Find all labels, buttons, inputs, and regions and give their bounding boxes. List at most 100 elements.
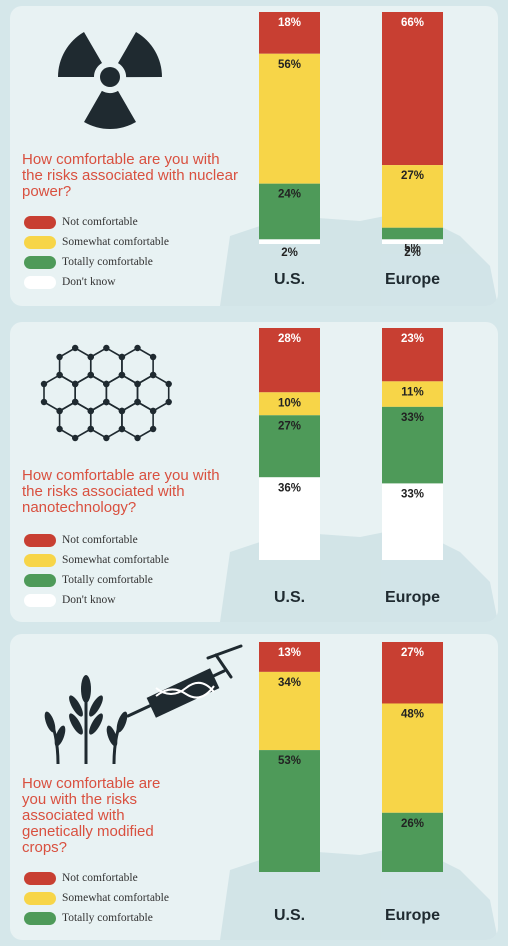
bar-segment: [382, 406, 443, 484]
bar-segment: [382, 703, 443, 813]
bar-segment: [259, 477, 320, 560]
bar-segment: [382, 812, 443, 872]
data-label: 66%: [401, 17, 424, 29]
legend-swatch: [24, 593, 56, 607]
legend-label: Don't know: [62, 594, 116, 606]
data-label: 26%: [401, 818, 424, 830]
data-label: 48%: [401, 708, 424, 720]
bar-segment: [259, 12, 320, 54]
legend-item: Somewhat comfortable: [24, 550, 169, 570]
legend-swatch: [24, 235, 56, 249]
lattice-node: [87, 353, 94, 361]
lattice-node: [165, 380, 172, 388]
question-text: How comfortable are you with the risks a…: [22, 151, 238, 200]
legend-label: Not comfortable: [62, 216, 138, 228]
legend-item: Totally comfortable: [24, 252, 169, 272]
bar-segment: [259, 642, 320, 672]
question-text: How comfortable are you with the risks a…: [22, 467, 220, 516]
legend-label: Somewhat comfortable: [62, 554, 169, 566]
data-label: 33%: [401, 488, 424, 500]
legend-item: Not comfortable: [24, 212, 169, 232]
lattice-node: [56, 371, 63, 379]
data-label: 33%: [401, 412, 424, 424]
bar-segment: [259, 328, 320, 393]
stacked-bar-chart: 13% 34% 53% U.S. 27% 48% 26% Europe: [259, 642, 443, 924]
data-label: 2%: [281, 247, 298, 259]
bar-segment: [259, 53, 320, 184]
data-label: 2%: [404, 247, 421, 259]
question-text: How comfortable are you with the risks a…: [22, 775, 161, 856]
lattice-node: [134, 344, 141, 352]
lattice-node: [87, 407, 94, 415]
legend-item: Somewhat comfortable: [24, 888, 169, 908]
legend-swatch: [24, 533, 56, 547]
lattice-node: [40, 398, 48, 406]
data-label: 23%: [401, 333, 424, 345]
panel-nanotech: How comfortable are you with the risks a…: [10, 322, 498, 622]
legend-swatch: [24, 275, 56, 289]
category-label: U.S.: [274, 907, 305, 924]
bar-segment: [259, 750, 320, 872]
lattice-node: [149, 407, 157, 415]
legend-swatch: [24, 891, 56, 905]
bar-segment: [382, 239, 443, 244]
data-label: 5%: [404, 242, 421, 254]
legend-label: Totally comfortable: [62, 256, 153, 268]
data-label: 36%: [278, 482, 301, 494]
lattice-node: [71, 398, 79, 406]
legend-swatch: [24, 911, 56, 925]
lattice-node: [71, 344, 79, 352]
data-label: 11%: [401, 386, 423, 398]
legend-item: Don't know: [24, 272, 169, 292]
category-label: U.S.: [274, 589, 305, 606]
legend-label: Somewhat comfortable: [62, 892, 169, 904]
legend-swatch: [24, 573, 56, 587]
lattice-node: [118, 425, 126, 433]
stacked-bar-chart: 18%56%24%2%U.S.66%27%5%2%Europe: [259, 12, 443, 288]
data-label: 13%: [278, 647, 301, 659]
panel-gm-crops: How comfortable are you with the risks a…: [10, 634, 498, 940]
lattice-node: [71, 380, 79, 388]
legend-item: Somewhat comfortable: [24, 232, 169, 252]
legend-label: Totally comfortable: [62, 912, 153, 924]
lattice-node: [165, 398, 172, 406]
lattice-node: [40, 380, 48, 388]
legend-swatch: [24, 215, 56, 229]
category-label: U.S.: [274, 271, 305, 288]
data-label: 18%: [278, 17, 301, 29]
legend-item: Totally comfortable: [24, 570, 169, 590]
data-label: 24%: [278, 189, 301, 201]
panel-nuclear: How comfortable are you with the risks a…: [10, 6, 498, 306]
bar-segment: [382, 227, 443, 240]
lattice-node: [149, 371, 157, 379]
bar-segment: [382, 381, 443, 407]
lattice-node: [149, 353, 157, 361]
bar-segment: [259, 183, 320, 240]
lattice-node: [134, 434, 141, 442]
wheat-syringe-icon: [36, 644, 246, 769]
bar-segment: [259, 239, 320, 244]
lattice-node: [87, 425, 94, 433]
lattice-node: [87, 371, 94, 379]
bar-segment: [259, 415, 320, 478]
data-label: 34%: [278, 677, 301, 689]
bar-segment: [382, 328, 443, 382]
category-label: Europe: [385, 589, 440, 606]
bar-segment: [382, 642, 443, 704]
data-label: 10%: [278, 397, 301, 409]
lattice-node: [134, 398, 141, 406]
legend-label: Totally comfortable: [62, 574, 153, 586]
legend-swatch: [24, 871, 56, 885]
legend-label: Not comfortable: [62, 534, 138, 546]
category-label: Europe: [385, 907, 440, 924]
legend-item: Totally comfortable: [24, 908, 169, 928]
legend: Not comfortable Somewhat comfortable Tot…: [24, 212, 169, 292]
legend: Not comfortable Somewhat comfortable Tot…: [24, 530, 169, 610]
lattice-node: [71, 434, 79, 442]
lattice-node: [103, 434, 110, 442]
lattice-node: [103, 398, 110, 406]
stacked-bar-chart: 28% 10% 27% 36% U.S. 23% 11% 33% 33% Europe: [259, 328, 443, 606]
data-label: 27%: [401, 170, 424, 182]
legend-label: Not comfortable: [62, 872, 138, 884]
lattice-node: [118, 371, 126, 379]
